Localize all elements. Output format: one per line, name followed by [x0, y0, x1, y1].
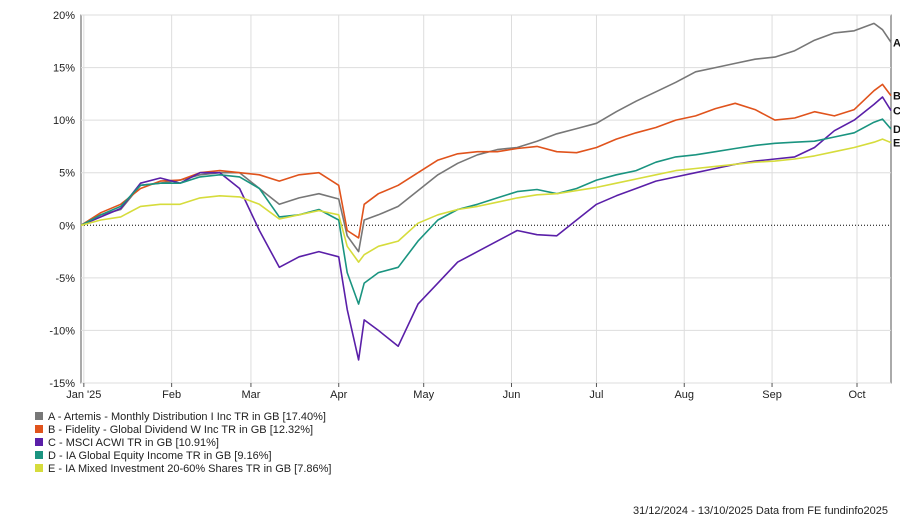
y-tick-label: -10%	[49, 325, 75, 337]
series-end-label-b: B	[893, 91, 900, 103]
legend-swatch-a	[35, 412, 43, 420]
legend-swatch-d	[35, 451, 43, 459]
legend-label-e: E - IA Mixed Investment 20-60% Shares TR…	[48, 463, 331, 475]
y-tick-label: 5%	[59, 168, 75, 180]
series-lines	[80, 22, 892, 361]
legend-swatch-e	[35, 464, 43, 472]
y-tick-label: 20%	[53, 10, 75, 22]
legend-swatch-c	[35, 438, 43, 446]
legend: A - Artemis - Monthly Distribution I Inc…	[35, 411, 331, 475]
x-tick-label: Oct	[848, 389, 865, 401]
series-line-c	[80, 96, 892, 361]
series-line-e	[80, 138, 892, 263]
plot-area	[80, 14, 892, 384]
y-tick-label: 15%	[53, 63, 75, 75]
x-tick-label: Sep	[762, 389, 782, 401]
legend-label-b: B - Fidelity - Global Dividend W Inc TR …	[48, 424, 313, 436]
x-tick-label: Jul	[589, 389, 603, 401]
series-line-a	[80, 22, 892, 253]
legend-label-a: A - Artemis - Monthly Distribution I Inc…	[48, 411, 326, 423]
series-line-d	[80, 118, 892, 305]
y-tick-label: -15%	[49, 378, 75, 390]
series-end-label-a: A	[893, 37, 900, 49]
legend-label-c: C - MSCI ACWI TR in GB [10.91%]	[48, 437, 219, 449]
x-tick-label: Apr	[330, 389, 347, 401]
legend-label-d: D - IA Global Equity Income TR in GB [9.…	[48, 450, 272, 462]
footer-source: 31/12/2024 - 13/10/2025 Data from FE fun…	[633, 505, 888, 517]
x-tick-label: Mar	[241, 389, 260, 401]
x-tick-label: Feb	[162, 389, 181, 401]
x-axis: Jan '25 Feb Mar Apr May Jun Jul Aug Sep Oct	[66, 383, 866, 401]
series-end-label-e: E	[893, 138, 900, 150]
x-tick-label: Jan '25	[66, 389, 101, 401]
legend-swatch-b	[35, 425, 43, 433]
series-end-label-c: C	[893, 106, 900, 118]
y-tick-label: 0%	[59, 220, 75, 232]
y-tick-label: 10%	[53, 115, 75, 127]
x-tick-label: May	[413, 389, 434, 401]
series-end-label-d: D	[893, 124, 900, 136]
x-tick-label: Aug	[674, 389, 694, 401]
y-axis: 20% 15% 10% 5% 0% -5% -10% -15%	[49, 10, 75, 390]
x-tick-label: Jun	[503, 389, 521, 401]
y-tick-label: -5%	[55, 273, 75, 285]
series-line-b	[80, 83, 892, 239]
